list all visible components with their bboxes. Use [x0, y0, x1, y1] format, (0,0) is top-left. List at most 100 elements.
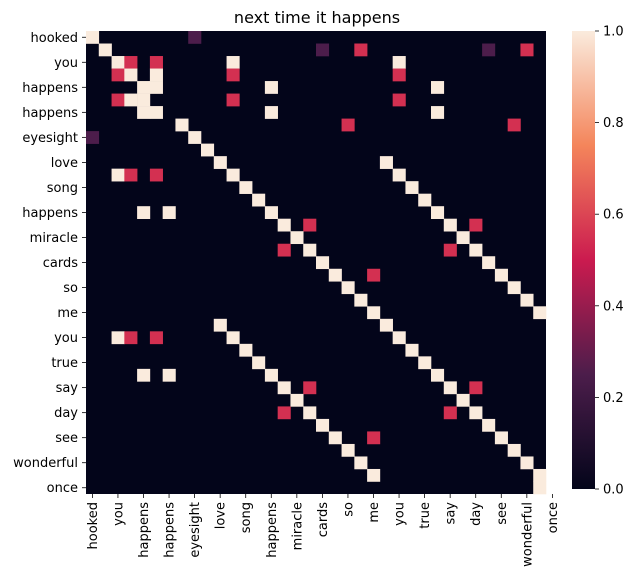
heatmap-cell: [367, 468, 381, 482]
y-tick-label: say: [56, 381, 79, 396]
heatmap-cell: [431, 206, 445, 219]
y-tick-label: love: [51, 156, 78, 171]
heatmap-cell: [520, 456, 534, 470]
heatmap-cell: [201, 143, 215, 157]
heatmap-cell: [469, 381, 483, 395]
x-tick-label: you: [393, 502, 408, 526]
heatmap-cell: [494, 268, 508, 282]
heatmap-cell: [418, 356, 432, 370]
heatmap-cell: [533, 481, 547, 495]
heatmap-cell: [252, 356, 266, 370]
colorbar-gradient: [572, 31, 595, 489]
x-tick-label: so: [341, 502, 356, 517]
heatmap-cell: [290, 231, 304, 245]
heatmap-cell: [149, 68, 163, 82]
heatmap-cell: [507, 443, 521, 457]
heatmap-cell: [533, 306, 547, 320]
heatmap-cells: [86, 31, 547, 495]
heatmap-cell: [405, 181, 419, 194]
x-tick-label: cards: [316, 502, 331, 537]
heatmap-cell: [328, 431, 342, 445]
heatmap-cell: [392, 331, 406, 345]
heatmap-cell: [162, 206, 176, 219]
y-tick-label: me: [57, 306, 78, 321]
x-tick-label: say: [444, 502, 459, 525]
heatmap-cell: [111, 68, 125, 82]
heatmap-cell: [188, 31, 202, 44]
heatmap-cell: [86, 31, 100, 44]
heatmap-cell: [443, 381, 457, 395]
heatmap-cell: [264, 368, 278, 382]
heatmap-cell: [443, 406, 457, 420]
y-tick-label: once: [47, 481, 78, 496]
heatmap-cell: [303, 406, 317, 420]
heatmap-cell: [316, 418, 330, 432]
x-tick-label: happens: [265, 502, 280, 558]
heatmap-cell: [494, 431, 508, 445]
heatmap-cell: [354, 43, 368, 57]
heatmap-cell: [239, 343, 253, 357]
heatmap-cell: [367, 268, 381, 282]
heatmap-cell: [392, 93, 406, 107]
y-tick-label: song: [47, 181, 78, 196]
heatmap-cell: [175, 118, 189, 132]
heatmap-cell: [226, 331, 240, 345]
heatmap-cell: [226, 56, 240, 69]
heatmap-cell: [277, 218, 291, 232]
x-tick-label: day: [469, 502, 484, 526]
y-tick-labels: hooked you happens happens eyesight love song h…: [13, 31, 86, 496]
heatmap-cell: [507, 118, 521, 132]
chart-title: next time it happens: [234, 8, 400, 27]
heatmap-cell: [379, 156, 393, 169]
heatmap-cell: [213, 318, 227, 332]
heatmap-cell: [328, 268, 342, 282]
heatmap-cell: [137, 81, 151, 94]
y-tick-label: true: [51, 356, 78, 371]
heatmap-cell: [392, 56, 406, 69]
y-tick-label: happens: [22, 106, 78, 121]
heatmap-cell: [354, 293, 368, 307]
colorbar-tick-label: 0.4: [603, 299, 624, 314]
colorbar: 0.0 0.2 0.4 0.6 0.8 1.0: [572, 25, 624, 498]
heatmap-cell: [149, 331, 163, 345]
x-tick-label: me: [367, 502, 382, 523]
heatmap-cell: [137, 206, 151, 219]
heatmap-cell: [367, 306, 381, 320]
x-tick-label: see: [495, 502, 510, 525]
heatmap-cell: [443, 218, 457, 232]
heatmap-cell: [264, 206, 278, 219]
y-tick-label: happens: [22, 206, 78, 221]
heatmap-cell: [316, 43, 330, 57]
x-tick-label: happens: [163, 502, 178, 558]
heatmap-cell: [392, 68, 406, 82]
heatmap-cell: [264, 106, 278, 119]
x-tick-label: miracle: [290, 502, 305, 550]
heatmap-cell: [188, 131, 202, 144]
heatmap-cell: [86, 131, 100, 144]
colorbar-tick-label: 0.0: [603, 483, 624, 498]
x-tick-label: wonderful: [520, 502, 535, 567]
heatmap-cell: [341, 443, 355, 457]
heatmap-cell: [456, 231, 470, 245]
heatmap-cell: [520, 293, 534, 307]
heatmap-cell: [239, 181, 253, 194]
x-tick-label: song: [239, 502, 254, 533]
y-tick-label: cards: [43, 256, 78, 271]
y-tick-label: hooked: [31, 31, 78, 46]
heatmap-cell: [405, 343, 419, 357]
heatmap-cell: [482, 256, 496, 270]
heatmap-cell: [98, 43, 112, 57]
heatmap-cell: [213, 156, 227, 169]
heatmap-cell: [418, 193, 432, 207]
heatmap-cell: [431, 81, 445, 94]
heatmap-cell: [482, 43, 496, 57]
heatmap-cell: [341, 118, 355, 132]
heatmap-cell: [137, 368, 151, 382]
heatmap-cell: [111, 56, 125, 69]
colorbar-tick-label: 1.0: [603, 25, 624, 40]
heatmap-cell: [111, 168, 125, 182]
y-tick-label: happens: [22, 81, 78, 96]
x-tick-label: you: [111, 502, 126, 526]
heatmap-cell: [226, 68, 240, 82]
heatmap-cell: [111, 331, 125, 345]
